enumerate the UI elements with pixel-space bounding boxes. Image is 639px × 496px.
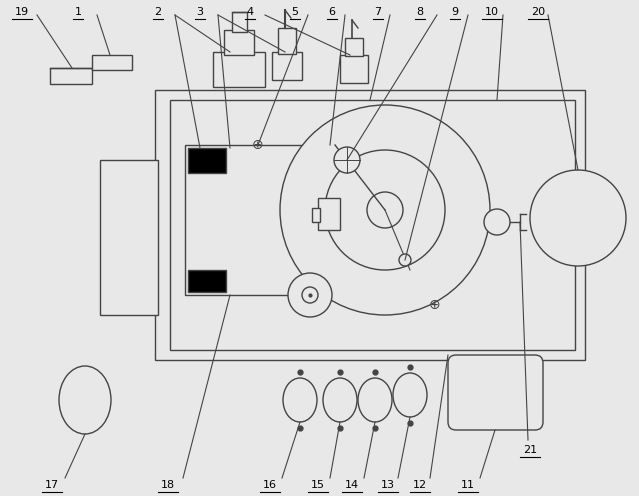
Ellipse shape xyxy=(358,378,392,422)
Text: 1: 1 xyxy=(75,7,82,17)
Bar xyxy=(92,55,132,70)
Text: 12: 12 xyxy=(413,480,427,490)
Circle shape xyxy=(334,147,360,173)
FancyBboxPatch shape xyxy=(448,355,543,430)
Text: 14: 14 xyxy=(345,480,359,490)
Text: 10: 10 xyxy=(485,7,499,17)
Bar xyxy=(272,52,302,80)
Bar xyxy=(188,270,226,292)
Bar xyxy=(188,148,226,173)
Text: 3: 3 xyxy=(197,7,203,17)
Text: ⊕: ⊕ xyxy=(429,298,441,312)
Text: 21: 21 xyxy=(523,445,537,455)
Text: 8: 8 xyxy=(417,7,424,17)
Ellipse shape xyxy=(393,373,427,417)
Text: 9: 9 xyxy=(451,7,459,17)
Ellipse shape xyxy=(478,374,512,412)
Bar xyxy=(278,28,296,54)
Text: 17: 17 xyxy=(45,480,59,490)
Text: 7: 7 xyxy=(374,7,381,17)
Circle shape xyxy=(288,273,332,317)
Text: 18: 18 xyxy=(161,480,175,490)
Text: 2: 2 xyxy=(155,7,162,17)
Text: 19: 19 xyxy=(15,7,29,17)
Circle shape xyxy=(367,192,403,228)
Ellipse shape xyxy=(59,366,111,434)
Bar xyxy=(100,160,158,315)
Bar xyxy=(345,38,363,56)
Text: 4: 4 xyxy=(247,7,254,17)
Bar xyxy=(318,198,340,230)
Bar xyxy=(213,52,265,87)
Bar xyxy=(232,12,247,32)
Text: ⊕: ⊕ xyxy=(252,138,264,152)
Text: 15: 15 xyxy=(311,480,325,490)
Bar xyxy=(340,55,368,83)
Circle shape xyxy=(302,287,318,303)
Circle shape xyxy=(530,170,626,266)
Circle shape xyxy=(484,209,510,235)
Bar xyxy=(170,100,575,350)
Bar xyxy=(155,90,585,360)
Circle shape xyxy=(399,254,411,266)
Ellipse shape xyxy=(283,378,317,422)
Text: 5: 5 xyxy=(291,7,298,17)
Bar xyxy=(185,145,315,295)
Circle shape xyxy=(325,150,445,270)
Circle shape xyxy=(280,105,490,315)
Ellipse shape xyxy=(323,378,357,422)
Text: 6: 6 xyxy=(328,7,335,17)
Bar xyxy=(224,30,254,55)
Bar xyxy=(312,208,320,222)
Bar xyxy=(50,68,92,84)
Text: 11: 11 xyxy=(461,480,475,490)
Text: 20: 20 xyxy=(531,7,545,17)
Text: 13: 13 xyxy=(381,480,395,490)
Text: 16: 16 xyxy=(263,480,277,490)
